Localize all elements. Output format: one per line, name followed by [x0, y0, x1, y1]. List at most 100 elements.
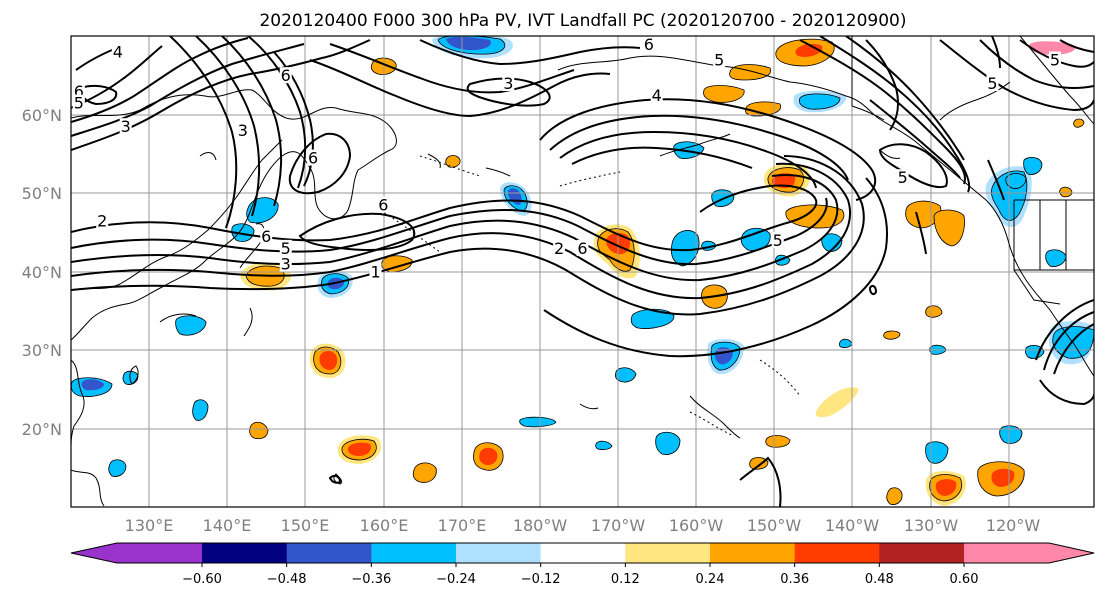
contour-label: 6 — [74, 82, 84, 101]
colorbar-segment — [625, 543, 711, 563]
lon-label-170w: 170°W — [591, 516, 646, 535]
colorbar-tick-label: −0.60 — [182, 572, 222, 587]
contour-label-bg — [553, 239, 566, 256]
positive-anomaly-patch — [309, 343, 346, 378]
contour-label-bg — [236, 122, 249, 139]
colorbar-tick-label: −0.12 — [521, 572, 561, 587]
colorbar-segment — [202, 543, 288, 563]
positive-anomaly-patch — [925, 471, 966, 506]
contour-label-bg — [896, 169, 909, 186]
contour-label: 5 — [1050, 50, 1060, 69]
contour-label-bg — [96, 212, 109, 229]
islands — [379, 155, 801, 437]
colorbar-tick-label: 0.12 — [611, 572, 640, 587]
contour-label: 6 — [281, 66, 291, 85]
positive-anomaly-patch — [249, 118, 1085, 505]
lon-label-140e: 140°E — [203, 516, 252, 535]
contour-label-bg — [279, 255, 292, 272]
contour-label-bg — [502, 75, 515, 92]
contour-label: 5 — [281, 239, 291, 258]
contour-label-bg — [771, 232, 784, 249]
colorbar-segment — [964, 543, 1049, 563]
contour-label-bg — [377, 196, 390, 213]
pv-shading — [71, 36, 1094, 506]
colorbar-tick-label: 0.48 — [865, 572, 894, 587]
contour-label-bg — [642, 35, 655, 52]
lon-label-150w: 150°W — [747, 516, 802, 535]
contour-label: 5 — [74, 94, 84, 113]
negative-anomaly-patch — [630, 308, 744, 375]
lon-label-130e: 130°E — [125, 516, 174, 535]
contour-label: 6 — [378, 196, 388, 215]
lat-label-20n: 20°N — [22, 420, 62, 439]
lon-label-160w: 160°W — [669, 516, 724, 535]
negative-anomaly-patch — [71, 197, 681, 477]
contour-label: 3 — [281, 255, 291, 274]
lat-label-60n: 60°N — [22, 106, 62, 125]
chart-title: 2020120400 F000 300 hPa PV, IVT Landfall… — [259, 11, 906, 31]
contour-label-bg — [72, 94, 85, 111]
lon-label-140w: 140°W — [825, 516, 880, 535]
lon-label-160e: 160°E — [360, 516, 409, 535]
positive-anomaly-patch — [412, 462, 437, 483]
colorbar-segment — [540, 543, 626, 563]
lon-label-170e: 170°E — [438, 516, 487, 535]
colorbar-extend-under — [71, 543, 117, 563]
contour-label-bg — [576, 239, 589, 256]
contour-label-bg — [111, 43, 124, 60]
contour-label: 5 — [898, 168, 908, 187]
colorbar-tick-label: 0.24 — [696, 572, 725, 587]
colorbar-outline — [70, 542, 1095, 564]
colorbar-tick-label: 0.36 — [780, 572, 809, 587]
positive-anomaly-patch — [337, 435, 382, 464]
contour-label: 1 — [370, 262, 380, 281]
positive-anomaly-patch — [785, 204, 845, 229]
contour-label: 6 — [308, 149, 318, 168]
lon-label-120w: 120°W — [986, 516, 1041, 535]
contour-label-bg — [260, 228, 273, 245]
contour-label: 3 — [238, 121, 248, 140]
colorbar-segment — [286, 543, 372, 563]
lat-label-30n: 30°N — [22, 341, 62, 360]
latitude-labels: 20°N 30°N 40°N 50°N 60°N — [22, 106, 62, 439]
contour-label: 5 — [714, 50, 724, 69]
contour-label-bg — [307, 149, 320, 166]
longitude-labels: 130°E 140°E 150°E 160°E 170°E 180°W 170°… — [125, 516, 1041, 535]
colorbar-tick-label: −0.36 — [351, 572, 391, 587]
contour-label: 5 — [773, 231, 783, 250]
contour-label-bg — [986, 75, 999, 92]
contour-label: 4 — [113, 43, 123, 62]
colorbar-segment — [879, 543, 965, 563]
contour-label-bg — [279, 67, 292, 84]
positive-anomaly-patch — [775, 38, 835, 67]
contour-label: 2 — [554, 239, 564, 258]
positive-anomaly-patch — [905, 200, 965, 247]
contour-label: 2 — [97, 211, 107, 230]
colorbar-tick-label: 0.60 — [950, 572, 979, 587]
pv-contours — [71, 36, 1094, 507]
positive-anomaly-patch — [473, 442, 504, 471]
map-frame — [70, 35, 1095, 508]
contour-label-bg — [119, 118, 132, 135]
colorbar-tick-label: −0.24 — [436, 572, 476, 587]
contour-label-bg — [713, 51, 726, 68]
lat-label-40n: 40°N — [22, 263, 62, 282]
contour-label-bg — [279, 239, 292, 256]
contour-label-bg — [650, 86, 663, 103]
colorbar-segment — [710, 543, 796, 563]
colorbar-ticks: −0.60 −0.48 −0.36 −0.24 −0.12 0.12 0.24 0.36 0.4… — [182, 563, 978, 587]
contour-label: 6 — [261, 227, 271, 246]
colorbar-tick-label: −0.48 — [267, 572, 307, 587]
contour-label-bg — [369, 263, 382, 280]
colorbar-segment — [117, 543, 202, 563]
contour-label-bg — [1048, 51, 1061, 68]
colorbar: −0.60 −0.48 −0.36 −0.24 −0.12 0.12 0.24 0.36 0.4… — [70, 542, 1095, 587]
lat-label-50n: 50°N — [22, 184, 62, 203]
colorbar-segment — [456, 543, 542, 563]
contour-label: 5 — [987, 74, 997, 93]
colorbar-segment — [371, 543, 457, 563]
colorbar-segment — [794, 543, 880, 563]
